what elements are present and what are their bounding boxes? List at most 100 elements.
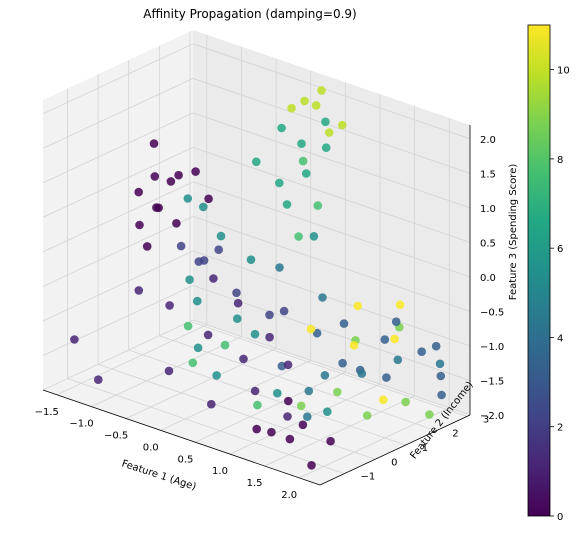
data-point [176,241,186,251]
data-point [183,321,193,331]
data-point [191,167,200,176]
data-point [333,387,342,397]
data-point [275,178,284,188]
data-point [431,341,441,351]
data-point [321,117,330,127]
data-point [318,293,327,302]
data-point [134,286,144,295]
data-point [317,86,326,95]
y-axis-line [319,414,471,486]
x-tick-label: −0.5 [104,431,128,442]
data-point [393,355,403,365]
grid-line [128,349,406,446]
data-point [309,232,319,241]
data-point [150,172,160,181]
z-tick-label: 0.0 [480,273,496,284]
data-point [193,343,203,353]
data-point [303,412,312,422]
data-point [233,314,242,324]
z-tick-label: 0.5 [480,238,496,249]
data-point [297,139,306,148]
data-point [251,157,261,167]
data-point [152,203,161,212]
z-tick-label: 2.0 [480,135,496,146]
data-point [265,310,274,320]
data-point [283,412,292,421]
data-point [323,407,332,417]
grid-line [42,285,194,356]
data-point [204,194,213,204]
data-point [296,401,306,411]
data-point [362,411,372,420]
grid-line [42,147,194,218]
data-point [435,359,445,369]
back-pane [193,30,470,415]
data-point [188,358,198,368]
data-point [135,220,144,230]
side-pane [43,30,193,390]
data-point [209,274,218,283]
data-point [282,200,292,209]
data-point [339,319,349,328]
x-axis-line [42,389,321,486]
x-tick-label: 0.5 [177,454,193,465]
data-point [94,375,103,385]
data-point [207,399,216,409]
data-point [313,201,323,210]
grid-line [159,335,437,432]
z-tick-label: −1.5 [480,377,504,388]
grid-line [192,147,471,243]
colorbar-tick-label: 8 [557,155,563,166]
data-point [214,245,223,254]
z-tick-label: 1.0 [480,204,496,215]
data-point [357,369,367,378]
data-point [304,386,314,396]
grid-line [189,321,468,417]
z-tick-label: −1.0 [480,342,504,353]
data-point [193,296,202,306]
data-point [307,461,316,470]
data-points [70,86,446,470]
data-point [324,128,334,137]
data-point [164,366,174,376]
grid-line [192,43,471,140]
data-point [401,397,410,407]
data-point [321,143,331,152]
colorbar: 0 2 4 6 8 10 [527,24,570,523]
data-point [273,388,282,398]
grid-line [42,216,194,287]
data-point [166,177,176,186]
grid-line [42,112,194,184]
data-point [165,301,174,310]
data-point [220,340,230,350]
data-point [300,96,309,106]
grid-line [42,181,194,253]
data-point [194,257,204,266]
grid-line [192,250,471,347]
data-point [312,328,322,338]
data-point [395,300,405,310]
data-point [174,170,183,180]
data-point [294,232,303,241]
data-point [311,101,321,110]
grid-line [42,43,194,115]
y-tick-label: 2 [452,429,458,440]
x-tick-label: 0.0 [143,442,159,453]
data-point [267,427,276,437]
colorbar-gradient [527,24,551,517]
grid-line [67,378,345,474]
x-tick-label: −1.5 [35,407,59,418]
data-point [142,242,152,251]
data-point [252,424,261,434]
grid-line [192,216,471,312]
data-point [283,360,293,370]
grid-line [192,77,471,174]
data-point [353,301,363,311]
data-point [246,255,256,264]
data-point [298,420,308,430]
data-point [437,390,446,400]
grid-line [192,181,471,278]
grid-line [192,319,471,416]
data-point [338,358,347,368]
z-tick-label: −2.0 [480,411,504,422]
